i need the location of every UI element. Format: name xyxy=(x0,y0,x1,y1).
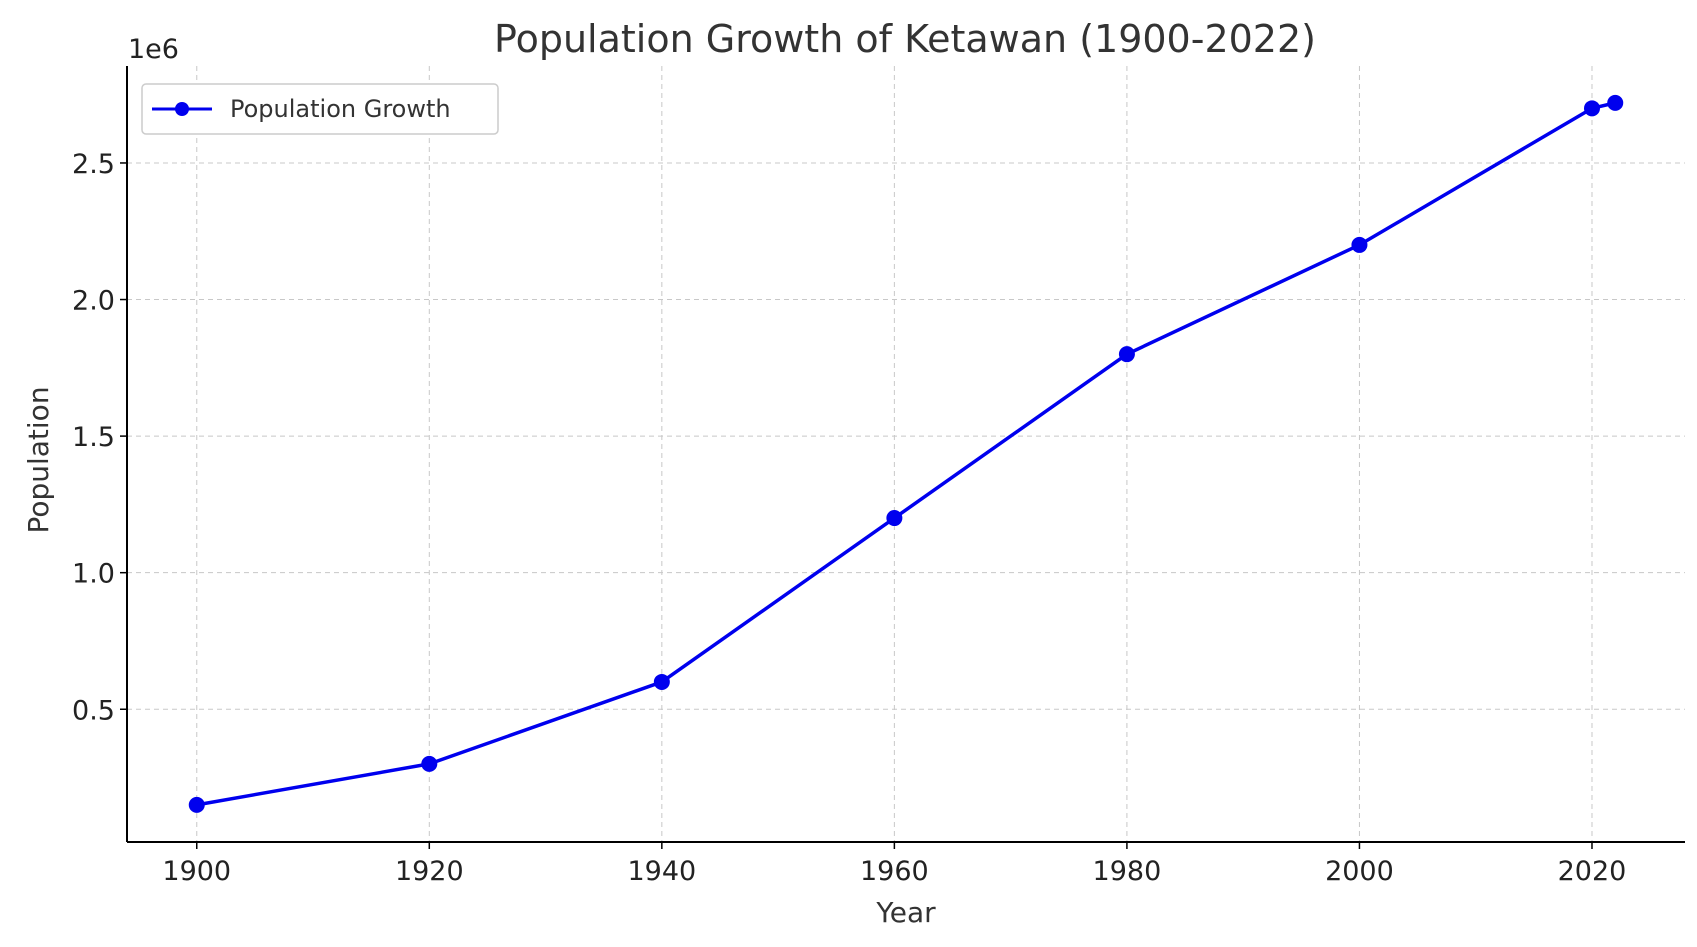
data-point xyxy=(886,510,903,527)
legend-marker-swatch xyxy=(175,102,189,116)
y-tick-label: 1.0 xyxy=(72,559,115,590)
data-point xyxy=(188,796,205,813)
x-tick-label: 1960 xyxy=(860,856,929,887)
series xyxy=(188,94,1624,813)
y-tick-label: 2.0 xyxy=(72,286,115,317)
series-line xyxy=(196,101,1616,807)
x-tick-label: 1900 xyxy=(162,856,231,887)
y-tick-label: 0.5 xyxy=(72,695,115,726)
axes xyxy=(126,66,1685,843)
x-tick-label: 2000 xyxy=(1325,856,1394,887)
x-axis-label: Year xyxy=(875,896,936,929)
data-point xyxy=(421,755,438,772)
x-tick-label: 1920 xyxy=(395,856,464,887)
x-tick-label: 1980 xyxy=(1093,856,1162,887)
y-axis-label: Population xyxy=(22,386,55,533)
chart-title: Population Growth of Ketawan (1900-2022) xyxy=(494,17,1316,61)
y-ticks: 0.5 1.0 1.5 2.0 2.5 xyxy=(72,149,127,726)
x-ticks: 1900 1920 1940 1960 1980 2000 2020 xyxy=(162,842,1626,887)
data-point xyxy=(1607,94,1624,111)
y-multiplier-label: 1e6 xyxy=(128,34,179,65)
legend: Population Growth xyxy=(141,83,499,135)
x-tick-label: 1940 xyxy=(627,856,696,887)
y-tick-label: 1.5 xyxy=(72,422,115,453)
data-point xyxy=(1118,346,1135,363)
legend-box xyxy=(141,83,499,135)
y-tick-label: 2.5 xyxy=(72,149,115,180)
data-point xyxy=(1583,100,1600,117)
grid xyxy=(127,66,1685,842)
legend-label: Population Growth xyxy=(230,95,451,123)
data-point xyxy=(653,673,670,690)
x-tick-label: 2020 xyxy=(1558,856,1627,887)
data-point xyxy=(1351,236,1368,253)
